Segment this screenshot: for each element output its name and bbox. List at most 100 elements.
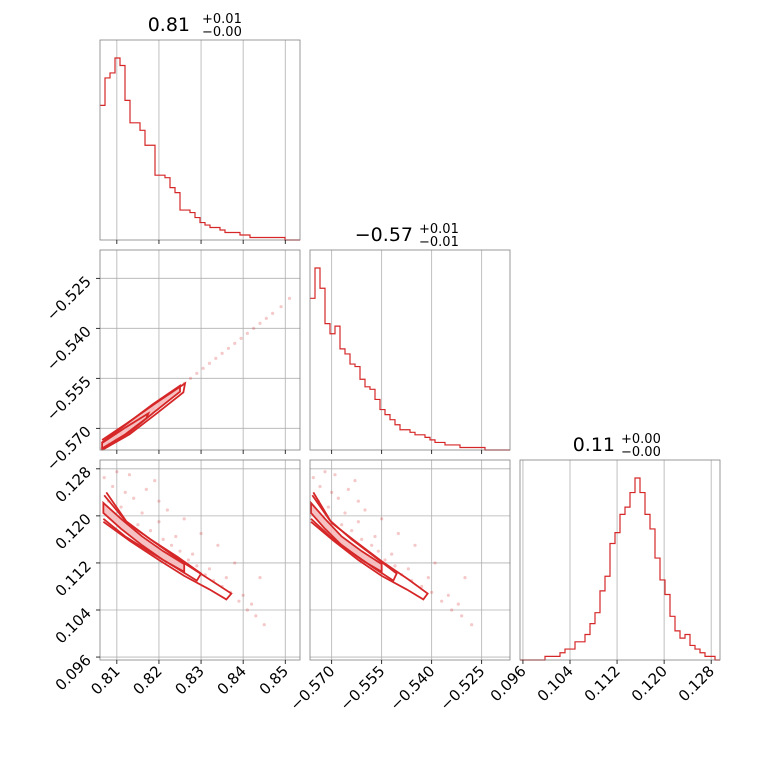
scatter-panel-1-2-point-27	[460, 614, 463, 617]
scatter-panel-0-1-point-24	[252, 327, 255, 330]
scatter-panel-1-2-point-12	[370, 544, 373, 547]
scatter-panel-1-2-point-0	[312, 476, 315, 479]
scatter-panel-1-2-point-26	[447, 594, 450, 597]
scatter-panel-1-2-point-37	[353, 479, 356, 482]
scatter-panel-0-2-bg	[100, 460, 300, 660]
scatter-panel-1-2-point-38	[433, 561, 436, 564]
scatter-panel-0-1-point-15	[195, 372, 198, 375]
scatter-panel-1-2-point-17	[390, 553, 393, 556]
scatter-panel-0-2-point-15	[187, 558, 190, 561]
scatter-panel-0-1-point-16	[202, 367, 205, 370]
scatter-panel-1-2-point-39	[463, 576, 466, 579]
scatter-panel-1-2-point-10	[357, 520, 360, 523]
scatter-panel-0-2-point-25	[246, 608, 249, 611]
scatter-panel-1-2-point-3	[330, 491, 333, 494]
scatter-panel-0-2-point-36	[166, 508, 169, 511]
scatter-panel-0-2-point-26	[242, 594, 245, 597]
scatter-panel-1-2-point-22	[430, 591, 433, 594]
scatter-panel-0-2-point-8	[136, 523, 139, 526]
scatter-panel-0-1-point-26	[265, 317, 268, 320]
scatter-panel-1-2-point-35	[413, 544, 416, 547]
scatter-panel-0-2-point-23	[225, 576, 228, 579]
param0-title: 0.81	[148, 14, 190, 36]
scatter-panel-0-2-point-20	[208, 567, 211, 570]
scatter-panel-0-1-point-19	[221, 352, 224, 355]
scatter-panel-0-1-point-25	[258, 322, 261, 325]
scatter-panel-0-2-point-32	[157, 500, 160, 503]
scatter-panel-1-2-point-13	[377, 550, 380, 553]
scatter-panel-1-2-point-9	[350, 529, 353, 532]
scatter-panel-0-2-point-10	[157, 520, 160, 523]
scatter-panel-0-2-point-28	[250, 603, 253, 606]
hist-panel-0-bg	[100, 40, 300, 240]
scatter-panel-0-1-point-14	[189, 377, 192, 380]
scatter-panel-0-1-point-28	[279, 305, 282, 308]
scatter-panel-0-1-point-17	[208, 362, 211, 365]
scatter-panel-1-2-point-8	[340, 523, 343, 526]
scatter-panel-0-2-point-17	[191, 553, 194, 556]
scatter-panel-0-2-point-29	[263, 623, 266, 626]
scatter-panel-1-2-point-31	[333, 473, 336, 476]
scatter-panel-0-2-point-13	[178, 550, 181, 553]
hist-panel-2-bg	[520, 460, 720, 660]
scatter-panel-0-2-point-30	[145, 488, 148, 491]
hist-panel-1-bg	[310, 250, 510, 450]
scatter-panel-1-2-point-6	[337, 497, 340, 500]
scatter-panel-1-2-point-30	[347, 488, 350, 491]
scatter-panel-0-2-point-2	[115, 470, 118, 473]
param0-err-minus: −0.00	[202, 25, 242, 40]
scatter-panel-0-1-point-29	[288, 297, 291, 300]
scatter-panel-0-2-point-24	[237, 600, 240, 603]
scatter-panel-1-2-point-14	[373, 535, 376, 538]
scatter-panel-0-2-point-33	[183, 517, 186, 520]
scatter-panel-1-2-point-5	[327, 505, 330, 508]
scatter-panel-0-2-point-9	[149, 529, 152, 532]
scatter-panel-1-2-point-20	[407, 567, 410, 570]
scatter-panel-0-2-point-37	[153, 479, 156, 482]
hist-panel-1	[310, 250, 510, 454]
scatter-panel-1-2-point-25	[450, 608, 453, 611]
scatter-panel-1-2-point-23	[427, 576, 430, 579]
scatter-panel-1-2-point-29	[470, 623, 473, 626]
scatter-panel-0-2-point-6	[132, 497, 135, 500]
scatter-panel-0-2-point-5	[119, 505, 122, 508]
scatter-panel-0-1-point-27	[271, 312, 274, 315]
scatter-panel-0-1-point-20	[227, 347, 230, 350]
scatter-panel-0-2-point-0	[103, 476, 106, 479]
scatter-panel-1-2-point-24	[440, 600, 443, 603]
scatter-panel-0-1-point-23	[246, 332, 249, 335]
scatter-panel-0-2-point-31	[128, 473, 131, 476]
scatter-panel-0-2-point-12	[170, 544, 173, 547]
scatter-panel-0-2-point-39	[258, 576, 261, 579]
scatter-panel-0-2-point-1	[111, 485, 114, 488]
scatter-panel-0-1-point-18	[214, 357, 217, 360]
scatter-panel-0-2-point-11	[162, 538, 165, 541]
scatter-panel-1-2-point-33	[380, 517, 383, 520]
scatter-panel-1-2-point-1	[318, 485, 321, 488]
scatter-panel-1-2-point-11	[360, 538, 363, 541]
scatter-panel-0-2-point-16	[195, 564, 198, 567]
scatter-panel-0-1-bg	[100, 250, 300, 450]
param2-title: 0.11	[573, 434, 615, 456]
scatter-panel-1-2-point-32	[357, 500, 360, 503]
scatter-panel-1-2-point-16	[393, 564, 396, 567]
param1-title: −0.57	[355, 224, 413, 246]
scatter-panel-0-2-point-7	[141, 511, 144, 514]
scatter-panel-0-1-point-22	[239, 337, 242, 340]
scatter-panel-1-2-point-15	[383, 558, 386, 561]
scatter-panel-0-2-point-27	[254, 614, 257, 617]
scatter-panel-1-2-point-28	[457, 603, 460, 606]
scatter-panel-1-2-point-2	[323, 470, 326, 473]
param2-err-minus: −0.00	[621, 445, 661, 460]
scatter-panel-0-2-point-38	[233, 561, 236, 564]
param1-err-minus: −0.01	[419, 235, 459, 250]
scatter-panel-0-1-point-21	[233, 342, 236, 345]
scatter-panel-1-2-point-36	[363, 508, 366, 511]
scatter-panel-1-2-point-7	[343, 511, 346, 514]
hist-panel-0	[100, 40, 300, 244]
scatter-panel-1-2-point-34	[397, 532, 400, 535]
scatter-panel-1-2-bg	[310, 460, 510, 660]
scatter-panel-0-2-point-35	[216, 544, 219, 547]
scatter-panel-0-2-point-14	[174, 535, 177, 538]
